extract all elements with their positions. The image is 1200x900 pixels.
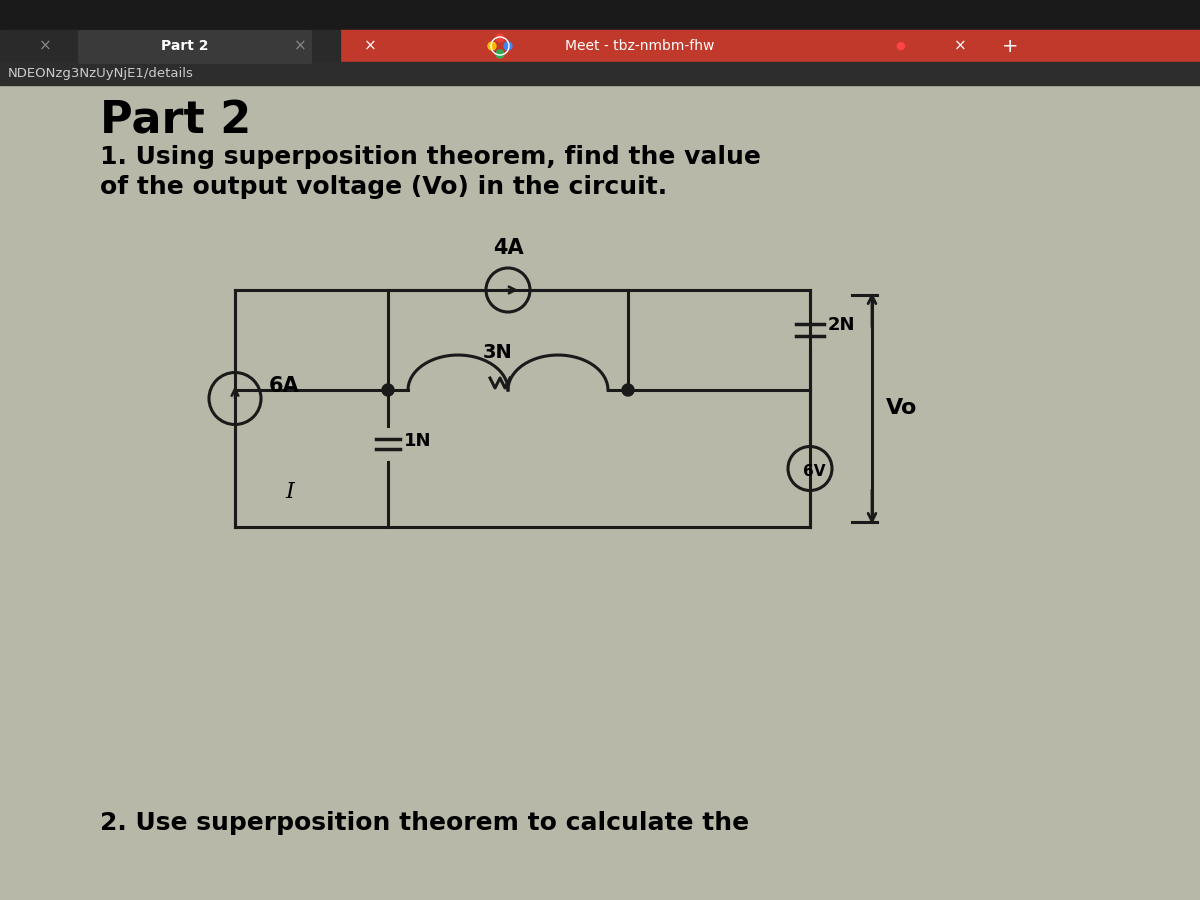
FancyBboxPatch shape [78, 30, 312, 64]
Text: Part 2: Part 2 [100, 100, 251, 143]
Bar [0, 30, 340, 62]
Text: ×: × [954, 39, 966, 53]
Text: NDEONzg3NzUyNjE1/details: NDEONzg3NzUyNjE1/details [8, 68, 194, 80]
Bar [340, 30, 1200, 62]
Text: +: + [1002, 37, 1019, 56]
Text: 1N: 1N [404, 433, 432, 451]
Circle shape [504, 42, 512, 50]
Circle shape [496, 50, 504, 58]
Text: I: I [286, 481, 294, 503]
Text: 6A: 6A [269, 376, 300, 397]
Text: ×: × [38, 39, 52, 53]
Text: ×: × [364, 39, 377, 53]
Text: Meet - tbz-nmbm-fhw: Meet - tbz-nmbm-fhw [565, 39, 715, 53]
Text: of the output voltage (Vo) in the circuit.: of the output voltage (Vo) in the circui… [100, 175, 667, 199]
Text: ×: × [294, 39, 306, 53]
Text: 2N: 2N [828, 316, 856, 334]
Text: 2. Use superposition theorem to calculate the: 2. Use superposition theorem to calculat… [100, 811, 749, 835]
Text: Vo: Vo [886, 399, 917, 418]
Circle shape [382, 384, 394, 396]
Text: 3N: 3N [484, 343, 512, 362]
Bar [0, 0, 1200, 30]
Text: Part 2: Part 2 [161, 39, 209, 53]
Text: ●: ● [895, 41, 905, 51]
Circle shape [622, 384, 634, 396]
Circle shape [488, 42, 496, 50]
Text: 6V: 6V [803, 464, 826, 479]
Text: 1. Using superposition theorem, find the value: 1. Using superposition theorem, find the… [100, 145, 761, 169]
Bar [0, 62, 1200, 85]
Circle shape [496, 34, 504, 42]
Text: 4A: 4A [493, 238, 523, 258]
